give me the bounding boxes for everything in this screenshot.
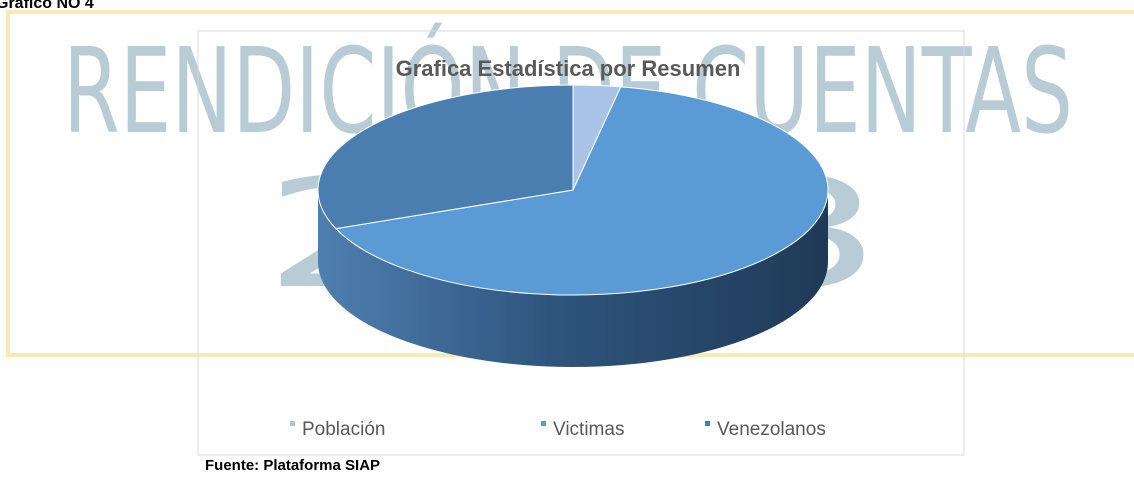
source: Fuente: Plataforma SIAP	[205, 457, 380, 474]
pie	[317, 84, 829, 367]
legend: Población Victimas Venezolanos	[290, 419, 826, 440]
pie-slice	[334, 86, 829, 296]
chart-title: Grafica Estadística por Resumen	[396, 56, 741, 81]
pie-side	[318, 190, 828, 367]
legend-swatch	[541, 421, 546, 426]
legend-label: Población	[302, 419, 385, 440]
legend-swatch	[705, 421, 710, 426]
legend-label: Venezolanos	[717, 419, 826, 440]
legend-swatch	[290, 421, 295, 426]
heading: Grafico NO 4	[0, 0, 94, 12]
chart-frame	[197, 30, 965, 456]
pie-slice	[317, 84, 574, 230]
legend-label: Victimas	[553, 419, 624, 440]
